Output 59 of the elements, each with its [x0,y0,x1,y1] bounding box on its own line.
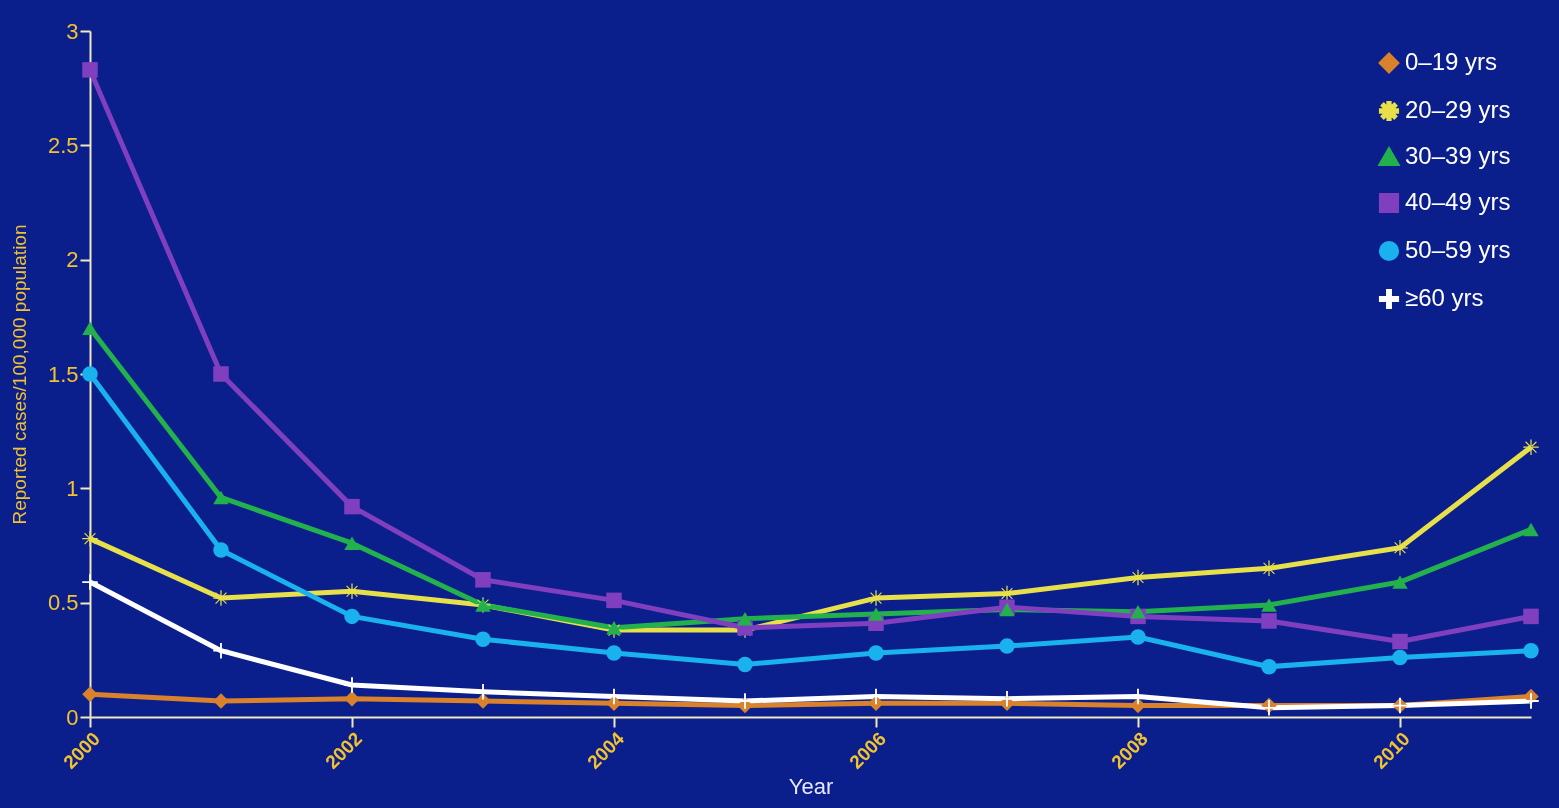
point [82,686,98,702]
point [213,693,229,709]
point [1130,697,1146,714]
point [1523,522,1539,537]
point [868,590,884,606]
point [1523,439,1539,455]
point [1261,598,1277,612]
point [82,574,98,590]
point [213,590,229,606]
legend-label: 30–39 yrs [1405,142,1511,169]
y-tick-label: 0.5 [47,590,79,616]
point [737,656,753,673]
legend-label: 20–29 yrs [1405,96,1511,123]
point [1392,633,1408,650]
y-tick-label: 2.5 [47,132,79,158]
legend-label: 40–49 yrs [1405,188,1511,215]
point [1523,608,1539,625]
point [1523,642,1539,659]
point [606,645,622,661]
point [82,366,98,382]
point [344,583,360,599]
point [1130,569,1146,586]
y-tick-label: 2 [66,247,79,273]
point [1130,605,1146,619]
point [82,321,98,335]
point [213,642,229,659]
legend-label: 0–19 yrs [1405,48,1498,75]
point [1261,560,1277,577]
point [344,690,360,707]
point [344,536,360,550]
point [999,585,1015,602]
y-tick-label: 1 [66,475,79,501]
point [868,607,884,621]
point [606,592,622,609]
point [868,645,884,661]
point [1392,575,1408,589]
legend-label: 50–59 yrs [1405,236,1511,263]
point [1261,613,1277,629]
point [344,608,360,625]
point [344,498,360,515]
y-tick-label: 0 [66,704,79,730]
x-axis-title: Year [788,773,834,799]
point [737,611,753,626]
point [213,542,229,558]
legend-label: ≥60 yrs [1405,284,1484,311]
y-tick-label: 1.5 [47,361,79,387]
y-tick-label: 3 [66,18,79,44]
point [1261,658,1277,675]
point [82,62,98,78]
point [999,638,1015,654]
point [475,572,491,588]
point [1392,540,1408,556]
point [213,366,229,382]
y-axis-title: Reported cases/100,000 population [8,224,30,525]
point [1130,629,1146,645]
point [1392,649,1408,666]
point [475,631,491,647]
point [82,530,98,547]
point [213,490,229,505]
